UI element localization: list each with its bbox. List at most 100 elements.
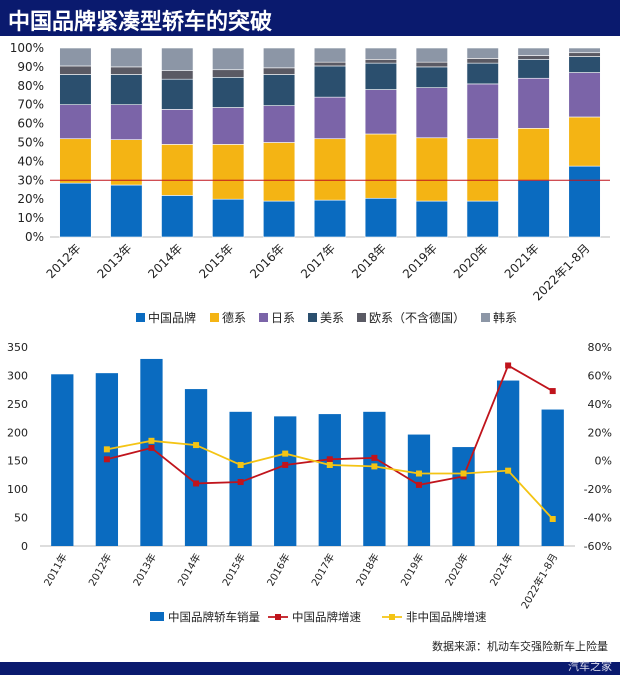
bar-segment — [110, 139, 143, 186]
legend-marker — [389, 614, 395, 620]
bar-segment — [568, 116, 601, 167]
sales-bar — [452, 447, 475, 546]
chart-title: 中国品牌紧凑型轿车的突破 — [8, 10, 273, 35]
watermark: 汽车之家 — [568, 660, 612, 673]
legend-swatch — [150, 612, 164, 621]
bar-segment — [313, 65, 347, 98]
y-tick-label: 10% — [17, 211, 44, 225]
bar-segment — [466, 83, 499, 140]
bar-segment — [212, 47, 245, 71]
sales-bar — [184, 389, 208, 546]
growth-point — [148, 437, 155, 444]
x-tick-label: 2017年 — [298, 241, 338, 281]
growth-point — [193, 480, 200, 487]
sales-bar — [51, 374, 74, 546]
bar-segment — [263, 200, 296, 238]
legend-label: 中国品牌增速 — [292, 610, 361, 624]
bar-segment — [568, 56, 601, 73]
right-y-tick-label: -20% — [584, 483, 612, 496]
x-tick-label: 2020年 — [442, 551, 471, 588]
growth-point — [326, 461, 333, 468]
x-tick-label: 2019年 — [398, 551, 427, 588]
growth-point — [505, 362, 512, 369]
bar-segment — [517, 180, 550, 238]
bar-segment — [568, 52, 601, 57]
bar-segment — [263, 74, 296, 106]
y-tick-label: 0% — [25, 230, 44, 244]
bar-segment — [263, 67, 296, 75]
bar-segment — [161, 195, 194, 238]
x-tick-label: 2013年 — [95, 241, 135, 281]
bar-segment — [313, 138, 347, 201]
left-y-tick-label: 300 — [7, 369, 28, 382]
y-tick-label: 50% — [17, 136, 44, 150]
x-tick-label: 2013年 — [130, 551, 159, 588]
bar-segment — [466, 47, 499, 59]
legend-label: 欧系（不含德国） — [369, 310, 465, 325]
left-y-tick-label: 50 — [14, 512, 28, 525]
bar-segment — [313, 96, 347, 140]
x-tick-label: 2019年 — [400, 241, 440, 281]
sales-bar — [363, 411, 386, 546]
bar-segment — [110, 47, 143, 68]
left-y-tick-label: 100 — [7, 483, 28, 496]
bar-segment — [517, 55, 550, 60]
x-tick-label: 2022年1-8月 — [518, 551, 560, 611]
bar-segment — [212, 76, 245, 108]
bar-segment — [466, 138, 499, 202]
source-note: 数据来源：机动车交强险新车上险量 — [432, 640, 608, 653]
bar-segment — [161, 47, 194, 71]
legend-label: 非中国品牌增速 — [406, 610, 487, 624]
bar-segment — [364, 133, 397, 199]
sales-bar — [541, 409, 564, 546]
growth-point — [549, 515, 556, 522]
bar-segment — [263, 142, 296, 202]
bar-segment — [212, 198, 245, 238]
y-tick-label: 60% — [17, 117, 44, 131]
bar-segment — [517, 77, 550, 129]
bar-segment — [517, 128, 550, 181]
x-tick-label: 2021年 — [502, 241, 542, 281]
sales-bar — [274, 416, 297, 546]
sales-bar — [229, 411, 252, 546]
y-tick-label: 30% — [17, 173, 44, 187]
left-y-tick-label: 200 — [7, 426, 28, 439]
bar-segment — [161, 109, 194, 145]
growth-point — [237, 461, 244, 468]
x-tick-label: 2012年 — [44, 241, 84, 281]
right-y-tick-label: 60% — [588, 369, 612, 382]
bar-segment — [415, 87, 448, 139]
bar-segment — [415, 61, 448, 68]
left-y-tick-label: 150 — [7, 455, 28, 468]
growth-point — [371, 463, 378, 470]
sales-bar — [140, 358, 163, 546]
growth-point — [460, 470, 467, 477]
y-tick-label: 40% — [17, 154, 44, 168]
legend-swatch — [259, 313, 268, 322]
bar-segment — [59, 47, 92, 67]
growth-point — [282, 461, 289, 468]
bar-segment — [364, 89, 397, 135]
sales-bar — [407, 434, 431, 546]
bar-segment — [466, 62, 499, 85]
legend-swatch — [357, 313, 366, 322]
bar-segment — [466, 200, 499, 238]
legend-label: 中国品牌轿车销量 — [168, 610, 260, 624]
right-y-tick-label: 20% — [588, 426, 612, 439]
bar-segment — [59, 65, 92, 75]
x-tick-label: 2017年 — [308, 551, 337, 588]
bar-segment — [212, 144, 245, 200]
bar-segment — [364, 47, 397, 60]
y-tick-label: 20% — [17, 192, 44, 206]
bar-segment — [110, 74, 143, 105]
bar-segment — [313, 199, 347, 238]
x-tick-label: 2018年 — [349, 241, 389, 281]
x-tick-label: 2015年 — [196, 241, 236, 281]
bar-segment — [313, 61, 347, 67]
bar-segment — [415, 47, 448, 63]
legend-label: 德系 — [222, 310, 246, 325]
bar-segment — [110, 184, 143, 238]
y-tick-label: 90% — [17, 60, 44, 74]
right-y-tick-label: -60% — [584, 540, 612, 553]
bar-segment — [415, 200, 448, 238]
